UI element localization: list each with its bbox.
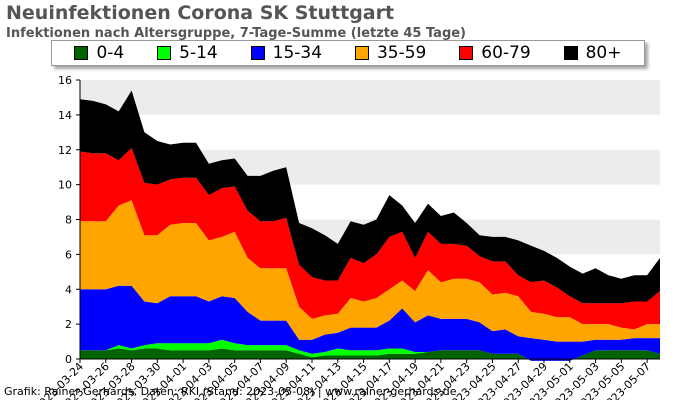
chart-subtitle: Infektionen nach Altersgruppe, 7-Tage-Su… [6,26,467,41]
legend-swatch [250,46,265,60]
legend-label: 80+ [585,43,622,63]
y-tick-label: 12 [58,144,72,157]
legend: 0-4 5-14 15-34 35-59 60-79 80+ [51,40,645,66]
y-tick-label: 8 [65,214,72,227]
legend-item: 0-4 [74,43,124,63]
legend-swatch [459,46,474,60]
y-tick-label: 6 [65,248,72,261]
legend-item: 60-79 [459,43,531,63]
area-series-60-79 [80,148,660,330]
area-series-5-14 [80,339,660,361]
area-series-35-59 [80,200,660,342]
y-tick-label: 14 [58,109,72,122]
area-series-15-34 [80,285,660,361]
grid-band [80,80,660,115]
legend-swatch [354,46,369,60]
legend-label: 35-59 [376,43,427,63]
area-series-0-4 [80,348,660,361]
legend-item: 35-59 [354,43,427,63]
legend-swatch [563,46,578,60]
y-tick-label: 10 [58,179,72,192]
legend-label: 60-79 [481,43,531,63]
footer-credit: Grafik: Rainer Gerhards, Daten: RKI (Sta… [4,385,457,398]
area-series-80+ [80,90,660,304]
chart-title: Neuinfektionen Corona SK Stuttgart [6,2,395,24]
y-tick-label: 2 [65,318,72,331]
legend-swatch [74,46,89,60]
legend-swatch [157,46,172,60]
y-tick-label: 0 [65,353,72,366]
y-tick-label: 16 [58,74,72,87]
legend-label: 15-34 [272,43,323,63]
legend-label: 5-14 [179,43,218,63]
legend-item: 15-34 [250,43,323,63]
legend-item: 5-14 [157,43,218,63]
legend-item: 80+ [563,43,622,63]
legend-label: 0-4 [96,43,125,63]
y-tick-label: 4 [65,283,72,296]
